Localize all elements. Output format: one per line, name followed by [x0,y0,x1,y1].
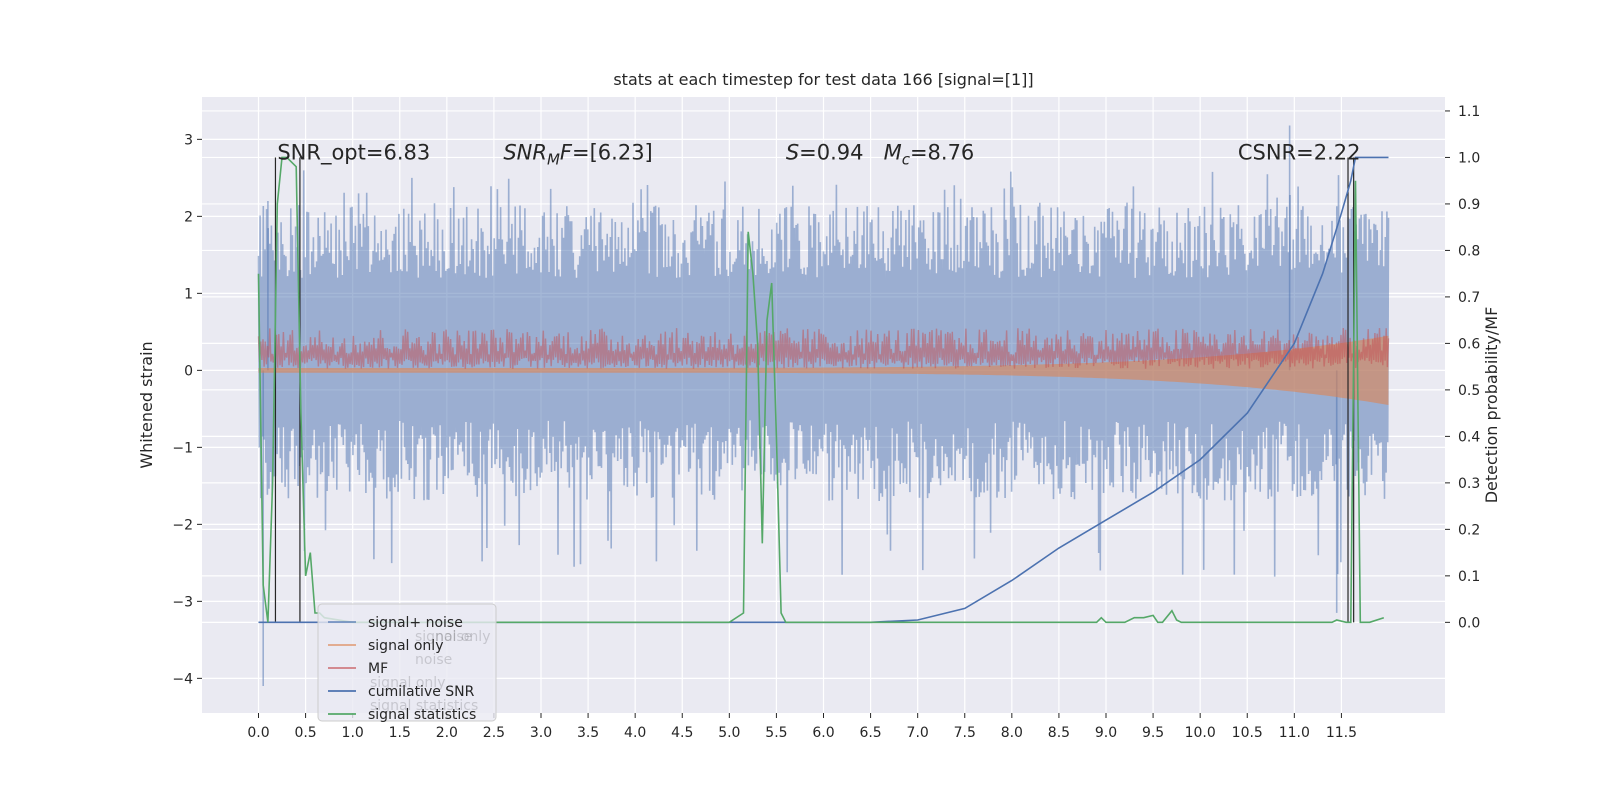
legend-label-signal-statistics: signal statistics [368,707,476,723]
series-cumulative-snr [258,156,1389,624]
x-tick-label: 4.5 [671,725,693,741]
y-tick-label: 3 [184,132,193,148]
legend-label-mf: MF [368,661,388,677]
y2-tick-label: 0.5 [1458,383,1480,399]
y2-tick-label: 0.8 [1458,243,1480,259]
y-tick-label: 1 [184,286,193,302]
x-tick-label: 1.0 [342,725,364,741]
y2-tick-label: 0.0 [1458,615,1480,631]
x-tick-label: 9.0 [1095,725,1117,741]
x-tick-label: 8.0 [1001,725,1023,741]
legend-ghost-text: noise [415,652,452,668]
y2-tick-label: 0.7 [1458,290,1480,306]
y2-tick-label: 0.9 [1458,197,1480,213]
x-tick-label: 9.5 [1142,725,1164,741]
annotation-s-mc: S=0.94 Mc=8.76 [786,140,974,168]
y-tick-label: −1 [172,440,193,456]
x-tick-label: 5.0 [718,725,740,741]
y-tick-label: 0 [184,363,193,379]
x-tick-label: 10.5 [1232,725,1263,741]
y2-axis-label: Detection probability/MF [1482,307,1501,504]
series-layer [257,125,1390,687]
x-tick-label: 3.0 [530,725,552,741]
annotations: SNR_opt=6.83 SNRMF=[6.23] S=0.94 Mc=8.76 CS… [277,140,1360,168]
x-tick-label: 2.0 [436,725,458,741]
legend-ghost-text: noise [435,629,472,645]
chart-title: stats at each timestep for test data 166… [613,70,1033,89]
x-tick-label: 6.5 [859,725,881,741]
legend-label-signal-only: signal only [368,638,443,654]
legend-ghost-text: signal only [370,675,445,691]
y2-tick-label: 1.0 [1458,150,1480,166]
x-tick-label: 7.0 [907,725,929,741]
y-tick-label: −4 [172,671,193,687]
x-tick-label: 11.5 [1326,725,1357,741]
y2-tick-label: 0.2 [1458,522,1480,538]
y2-tick-label: 0.4 [1458,429,1480,445]
legend-label-cumulative-snr: cumilative SNR [368,684,475,700]
series-signal-statistics [257,156,1385,624]
y-axis-label: Whitened strain [137,341,156,468]
x-tick-label: 6.0 [812,725,834,741]
annotation-csnr: CSNR=2.22 [1238,140,1361,164]
series-signal-noise [257,170,1390,577]
x-tick-label: 10.0 [1185,725,1216,741]
x-tick-label: 8.5 [1048,725,1070,741]
x-tick-label: 0.0 [247,725,269,741]
x-tick-label: 0.5 [294,725,316,741]
x-tick-label: 7.5 [954,725,976,741]
y2-tick-label: 0.3 [1458,476,1480,492]
y-tick-label: 2 [184,209,193,225]
legend-ghost-text: signal statistics [370,698,478,714]
x-tick-label: 4.0 [624,725,646,741]
x-tick-label: 5.5 [765,725,787,741]
y2-tick-label: 0.6 [1458,336,1480,352]
x-tick-label: 11.0 [1279,725,1310,741]
x-tick-label: 3.5 [577,725,599,741]
y2-tick-label: 0.1 [1458,569,1480,585]
y2-tick-label: 1.1 [1458,104,1480,120]
axes-layer: 0.0 0.5 1.0 1.5 2.0 2.5 3.0 3.5 4.0 4.5 5.0 5.5 6.0 6… [172,104,1480,741]
annotation-snr-mf: SNRMF=[6.23] [503,140,652,168]
series-signal-only [258,335,1389,405]
legend-box [317,603,497,722]
y-tick-label: −3 [172,594,193,610]
annotation-snr-opt: SNR_opt=6.83 [277,140,430,165]
x-tick-label: 1.5 [389,725,411,741]
y-tick-label: −2 [172,517,193,533]
legend-ghost-text: signal only [415,629,490,645]
legend-label-signal-noise: signal+ noise [368,615,463,631]
x-tick-label: 2.5 [483,725,505,741]
series-mf [257,327,1390,369]
